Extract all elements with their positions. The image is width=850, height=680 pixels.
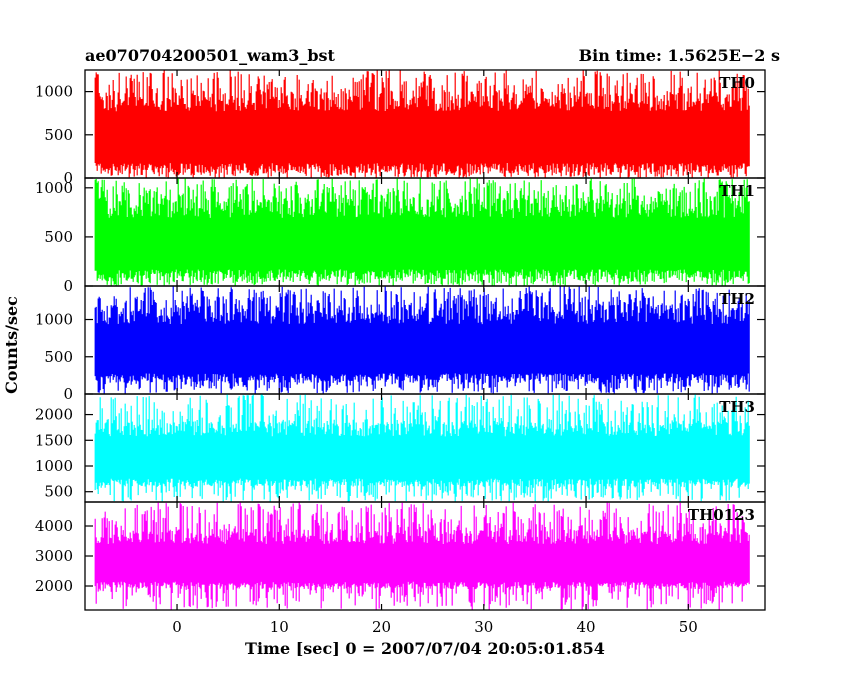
panel-th1: 0 500 1000 TH1: [35, 177, 766, 295]
x-tick-label: 20: [372, 618, 391, 636]
series-th0123: [94, 502, 750, 610]
panel-th0123: 2000 3000 4000 TH0123: [35, 501, 766, 611]
x-tick-label: 50: [679, 618, 698, 636]
x-tick-label: 0: [172, 618, 182, 636]
y-tick-label: 0: [63, 169, 73, 187]
y-tick-label: 4000: [35, 517, 73, 535]
y-tick-label: 0: [63, 277, 73, 295]
y-tick-label: 1000: [35, 83, 73, 101]
panel-label-th1: TH1: [719, 182, 755, 200]
panel-th2: 0 500 1000 TH2: [35, 285, 766, 403]
y-tick-label: 500: [44, 348, 73, 366]
y-tick-label: 1500: [35, 431, 73, 449]
x-tick-label: 10: [270, 618, 289, 636]
x-axis-label: Time [sec] 0 = 2007/07/04 20:05:01.854: [245, 639, 605, 658]
observation-id-title: ae070704200501_wam3_bst: [85, 46, 336, 65]
panel-label-th0123: TH0123: [688, 506, 755, 524]
panel-th3: 500 1000 1500 2000 TH3: [35, 393, 766, 503]
y-tick-label: 1000: [35, 457, 73, 475]
series-th1: [94, 178, 750, 286]
panel-label-th3: TH3: [719, 398, 755, 416]
panel-stack: 0 500 1000 TH0 0 500 1000 TH1 0 500 1000 TH2 500 1000…: [35, 69, 766, 611]
x-tick-label: 40: [577, 618, 596, 636]
bin-time-title: Bin time: 1.5625E−2 s: [579, 46, 780, 65]
x-tick-label: 30: [474, 618, 493, 636]
y-tick-label: 2000: [35, 577, 73, 595]
panel-th0: 0 500 1000 TH0: [35, 69, 766, 187]
y-tick-label: 1000: [35, 179, 73, 197]
panel-label-th0: TH0: [719, 74, 755, 92]
x-axis: 0 10 20 30 40 50: [172, 618, 698, 636]
y-tick-label: 3000: [35, 547, 73, 565]
y-tick-label: 500: [44, 126, 73, 144]
series-th3: [94, 394, 750, 502]
y-tick-label: 500: [44, 483, 73, 501]
series-th2: [94, 286, 750, 394]
panel-label-th2: TH2: [719, 290, 755, 308]
y-tick-label: 0: [63, 385, 73, 403]
y-tick-label: 500: [44, 228, 73, 246]
series-th0: [94, 70, 750, 178]
y-tick-label: 2000: [35, 406, 73, 424]
y-tick-label: 1000: [35, 311, 73, 329]
y-axis-label: Counts/sec: [2, 296, 21, 394]
